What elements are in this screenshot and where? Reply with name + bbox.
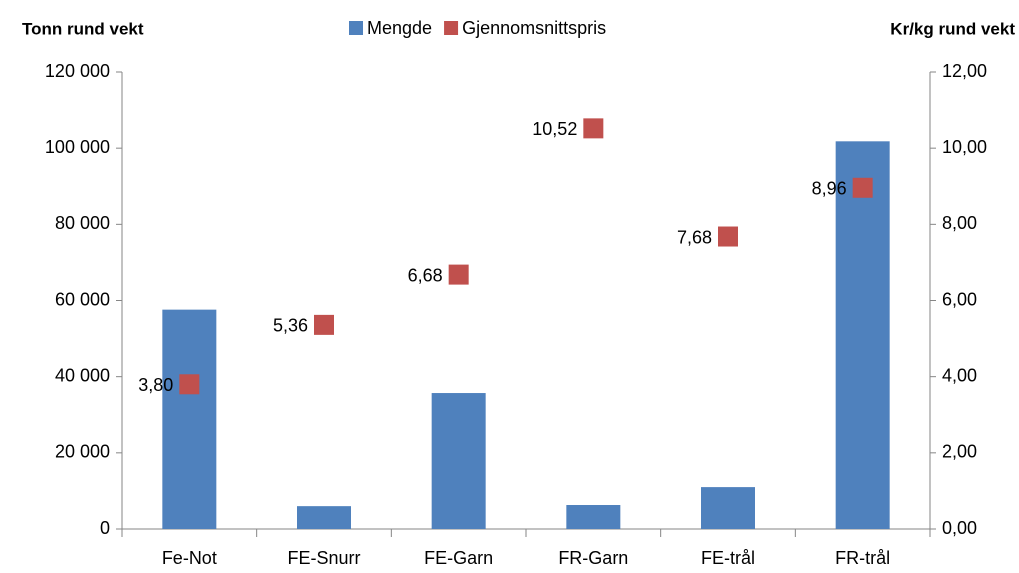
y2-tick-label: 2,00 — [942, 442, 977, 462]
legend-swatch — [444, 21, 459, 35]
y-tick-label: 80 000 — [55, 213, 110, 233]
y-tick-label: 60 000 — [55, 289, 110, 309]
y2-tick-label: 4,00 — [942, 365, 977, 385]
y2-tick-label: 10,00 — [942, 137, 987, 157]
bar — [162, 309, 217, 529]
y-tick-label: 100 000 — [45, 137, 110, 157]
y2-tick-label: 6,00 — [942, 289, 977, 309]
x-tick-label: FR-Garn — [558, 548, 628, 568]
marker — [314, 314, 334, 335]
y-tick-label: 0 — [100, 518, 110, 538]
y2-tick-label: 12,00 — [942, 61, 987, 81]
y-tick-label: 120 000 — [45, 61, 110, 81]
data-label: 6,68 — [408, 265, 443, 285]
bar — [431, 393, 486, 529]
bar — [297, 506, 351, 529]
y2-tick-label: 8,00 — [942, 213, 977, 233]
data-label: 5,36 — [273, 316, 308, 336]
x-tick-label: Fe-Not — [162, 548, 217, 568]
legend-swatch — [349, 21, 363, 35]
data-label: 8,96 — [812, 179, 847, 199]
x-tick-label: FE-Snurr — [287, 548, 360, 568]
marker — [718, 226, 738, 247]
y-tick-label: 20 000 — [55, 442, 110, 462]
y-axis-title: Tonn rund vekt — [22, 19, 144, 38]
data-label: 10,52 — [532, 119, 577, 139]
y2-tick-label: 0,00 — [942, 518, 977, 538]
y2-axis-title: Kr/kg rund vekt — [890, 19, 1015, 38]
bar — [701, 487, 755, 529]
bar — [566, 505, 621, 529]
bar — [835, 141, 890, 530]
x-tick-label: FE-Garn — [424, 548, 493, 568]
x-tick-label: FR-trål — [835, 548, 890, 568]
legend-label: Gjennomsnittspris — [462, 18, 606, 38]
marker — [179, 374, 200, 395]
marker — [852, 177, 873, 198]
x-tick-label: FE-trål — [701, 548, 755, 568]
marker — [583, 118, 604, 139]
marker — [448, 264, 469, 285]
data-label: 7,68 — [677, 227, 712, 247]
data-label: 3,80 — [138, 375, 173, 395]
legend-label: Mengde — [367, 18, 432, 38]
y-tick-label: 40 000 — [55, 365, 110, 385]
